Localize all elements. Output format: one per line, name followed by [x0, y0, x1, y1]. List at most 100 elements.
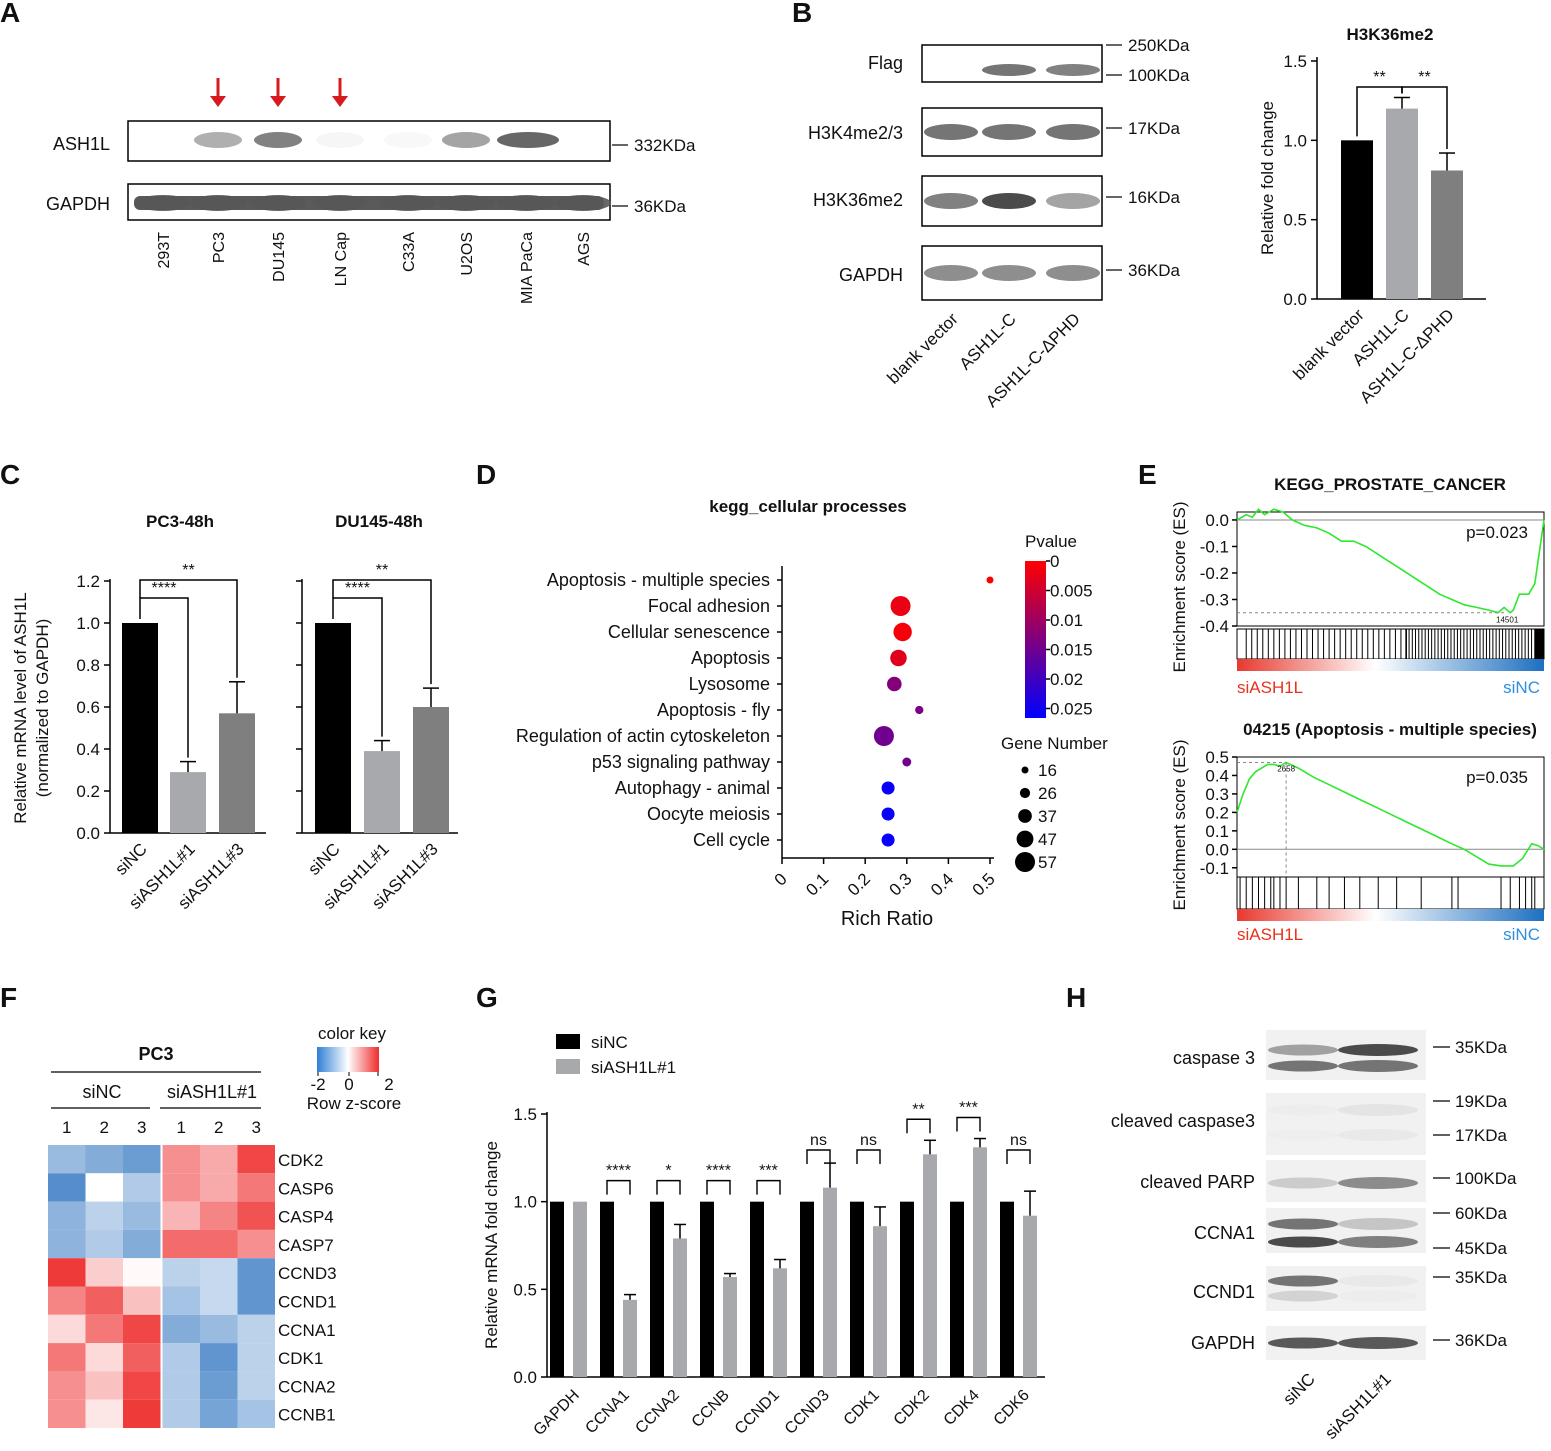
- blot-label: H3K4me2/3: [808, 123, 903, 143]
- size-legend-label: 47: [1038, 830, 1057, 849]
- color-key-bar: [317, 1047, 379, 1072]
- y-tick-label: -0.4: [1200, 617, 1229, 636]
- x-tick-label: CDK2: [891, 1387, 933, 1429]
- blot-band: [1046, 64, 1100, 76]
- x-tick-label: CDK6: [991, 1387, 1033, 1429]
- blot-frame: [1266, 1266, 1426, 1311]
- lane-label: AGS: [576, 232, 593, 266]
- heatmap-cell: [237, 1314, 275, 1344]
- blot-band-ash1l: [254, 132, 302, 148]
- blot-band: [1338, 1177, 1418, 1189]
- y-tick-label: 0.0: [1205, 511, 1229, 530]
- significance-bracket: [1006, 1149, 1031, 1164]
- blot-band: [1338, 1290, 1418, 1302]
- bar: [413, 707, 449, 833]
- heatmap-cell: [85, 1399, 123, 1428]
- panel-label: D: [476, 459, 496, 490]
- category-label: Apoptosis - multiple species: [547, 570, 770, 590]
- lane-label: PC3: [211, 232, 228, 263]
- lane-label: DU145: [271, 232, 288, 282]
- replicate-label: 2: [100, 1118, 109, 1137]
- heatmap-cell: [162, 1201, 200, 1230]
- heatmap-cell: [123, 1201, 161, 1230]
- heatmap-cell: [48, 1173, 86, 1202]
- left-group-label: siASH1L: [1237, 925, 1303, 944]
- legend-label: siASH1L#1: [591, 1058, 676, 1077]
- red-arrow-icon: [270, 96, 286, 107]
- blot-band-ash1l: [442, 132, 490, 148]
- blot-band-ash1l: [497, 132, 559, 148]
- right-group-label: siNC: [1503, 678, 1540, 697]
- heatmap-cell: [48, 1229, 86, 1259]
- heatmap-cell: [200, 1145, 238, 1174]
- y-tick-label: -0.3: [1200, 590, 1229, 609]
- heatmap-cell: [123, 1399, 161, 1428]
- heatmap-cell: [48, 1258, 86, 1287]
- replicate-label: 1: [62, 1118, 71, 1137]
- lane-label: LN Cap: [333, 232, 350, 286]
- significance-bracket: [756, 1179, 781, 1195]
- size-legend-dot: [1021, 766, 1029, 774]
- significance-bracket: [906, 1118, 931, 1134]
- blot-band: [1268, 1177, 1338, 1189]
- blot-band-gapdh: [135, 195, 191, 211]
- heatmap-cell: [48, 1286, 86, 1315]
- heatmap-cell: [48, 1314, 86, 1344]
- significance-label: ****: [606, 1163, 631, 1180]
- size-marker: 35KDa: [1455, 1268, 1508, 1287]
- heatmap-cell: [85, 1201, 123, 1230]
- y-tick-label: 0.0: [1283, 290, 1307, 309]
- heatmap-cell: [162, 1371, 200, 1400]
- bar: [1341, 140, 1373, 299]
- y-tick-label: 0.0: [513, 1368, 537, 1387]
- size-marker: 35KDa: [1455, 1038, 1508, 1057]
- blot-band: [1338, 1129, 1418, 1141]
- significance-bracket: [956, 1116, 981, 1132]
- heatmap-cell: [200, 1343, 238, 1372]
- heatmap-cell: [123, 1314, 161, 1344]
- lane-label: C33A: [401, 232, 418, 272]
- dot-point: [902, 757, 912, 767]
- size-marker: 36KDa: [634, 197, 687, 216]
- dot-point: [986, 576, 994, 584]
- significance-bracket: [606, 1179, 631, 1195]
- gene-label: CCNA2: [278, 1377, 336, 1396]
- group-label: siNC: [83, 1082, 122, 1102]
- blot-band: [982, 193, 1036, 209]
- bar-sinc: [850, 1201, 864, 1377]
- right-group-label: siNC: [1503, 925, 1540, 944]
- heatmap-cell: [162, 1173, 200, 1202]
- size-marker: 60KDa: [1455, 1204, 1508, 1223]
- blot-band: [1046, 193, 1100, 209]
- bar-siash1l: [873, 1226, 887, 1377]
- x-tick-label: GAPDH: [531, 1387, 583, 1439]
- x-tick-label: CCND1: [732, 1387, 783, 1438]
- x-tick-label: 0.5: [969, 869, 999, 899]
- significance-label: **: [912, 1101, 924, 1118]
- blot-band: [1268, 1337, 1338, 1349]
- key-title: color key: [318, 1024, 387, 1043]
- heatmap-cell: [85, 1173, 123, 1202]
- gene-label: CCND1: [278, 1293, 337, 1312]
- significance-bracket: [1401, 86, 1448, 150]
- dot-point: [873, 726, 894, 746]
- gene-label: CCNB1: [278, 1406, 336, 1425]
- significance-label: **: [1373, 69, 1385, 86]
- y-tick-label: -0.2: [1200, 564, 1229, 583]
- bar-siash1l: [723, 1277, 737, 1377]
- significance-bracket: [706, 1179, 731, 1195]
- blot-label: Flag: [868, 53, 903, 73]
- x-tick-label: 0.2: [844, 869, 874, 899]
- blot-band-gapdh: [555, 195, 611, 211]
- significance-label: ****: [706, 1163, 731, 1180]
- gene-label: CDK2: [278, 1151, 323, 1170]
- y-tick-label: 0.5: [1205, 748, 1229, 767]
- dot-point: [915, 705, 924, 715]
- significance-label: ***: [959, 1100, 978, 1117]
- bar-siash1l: [1023, 1215, 1037, 1377]
- gene-label: CDK1: [278, 1349, 323, 1368]
- legend-swatch-siash1l: [556, 1059, 580, 1074]
- heatmap-cell: [85, 1258, 123, 1287]
- dot-point: [881, 833, 895, 847]
